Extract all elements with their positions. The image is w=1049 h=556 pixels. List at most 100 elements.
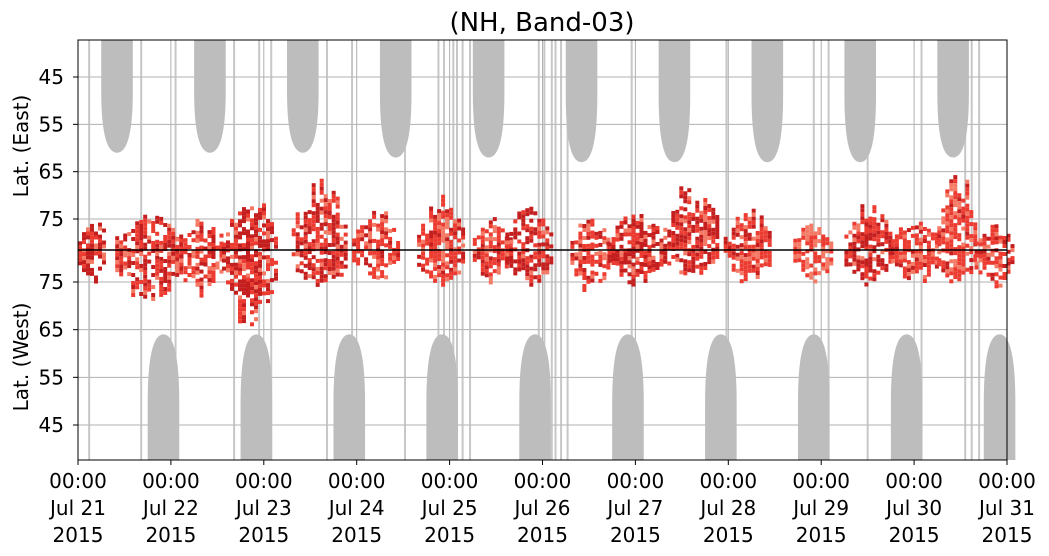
activity-cell [868, 224, 873, 229]
activity-cell [586, 223, 591, 228]
activity-cell [957, 269, 962, 274]
activity-cell [894, 242, 899, 247]
activity-cell [517, 231, 522, 236]
activity-cell [890, 239, 895, 244]
activity-cell [941, 260, 946, 265]
activity-cell [127, 260, 132, 265]
activity-cell [687, 240, 692, 245]
activity-cell [238, 315, 242, 320]
activity-cell [864, 218, 869, 223]
activity-cell [949, 251, 954, 256]
activity-cell [262, 223, 266, 228]
activity-cell [163, 259, 168, 263]
activity-cell [805, 225, 810, 230]
activity-cell [934, 232, 939, 237]
activity-cell [868, 260, 873, 265]
activity-cell [238, 279, 242, 284]
activity-cell [978, 270, 983, 275]
activity-cell [179, 234, 184, 239]
activity-cell [852, 253, 857, 258]
activity-cell [171, 227, 176, 232]
activity-cell [274, 276, 278, 281]
activity-cell [735, 244, 740, 249]
activity-cell [671, 211, 676, 215]
activity-cell [254, 289, 258, 294]
activity-cell [683, 191, 688, 196]
activity-cell [848, 230, 853, 235]
activity-cell [683, 251, 688, 256]
activity-cell [711, 227, 716, 232]
activity-cell [179, 246, 184, 251]
activity-cell [763, 258, 768, 263]
x-tick-label: 00:00 [978, 469, 1036, 493]
activity-cell [687, 264, 692, 269]
activity-cell [315, 214, 320, 219]
activity-cell [973, 226, 978, 231]
activity-cell [941, 236, 946, 241]
activity-cell [449, 207, 454, 212]
activity-cell [937, 262, 942, 267]
activity-cell [388, 244, 393, 249]
activity-cell [860, 244, 865, 249]
activity-cell [590, 234, 595, 239]
activity-cell [496, 266, 501, 271]
activity-cell [529, 254, 534, 259]
activity-cell [864, 222, 869, 227]
activity-cell [246, 241, 250, 246]
activity-cell [480, 239, 485, 244]
activity-cell [755, 255, 760, 259]
activity-cell [1010, 260, 1015, 265]
activity-cell [852, 221, 857, 226]
activity-cell [139, 228, 144, 232]
no-data-lobe-east [844, 40, 877, 163]
activity-cell [868, 244, 873, 249]
activity-cell [86, 255, 90, 260]
activity-cell [926, 272, 931, 277]
activity-cell [155, 239, 160, 244]
activity-cell [82, 268, 86, 273]
activity-cell [711, 235, 716, 240]
activity-cell [238, 263, 242, 268]
activity-cell [492, 237, 497, 242]
activity-cell [982, 245, 987, 250]
activity-cell [602, 240, 607, 245]
activity-cell [488, 224, 493, 229]
x-tick-label: 2015 [424, 523, 475, 547]
activity-cell [331, 190, 336, 195]
activity-cell [864, 246, 869, 251]
activity-cell [537, 254, 542, 259]
activity-cell [453, 259, 458, 264]
activity-cell [219, 245, 224, 250]
activity-cell [627, 240, 632, 245]
activity-cell [356, 237, 361, 242]
activity-cell [143, 278, 148, 283]
activity-cell [445, 233, 450, 238]
activity-cell [643, 242, 648, 247]
activity-cell [957, 197, 962, 202]
activity-cell [743, 265, 748, 270]
activity-cell [238, 223, 242, 228]
activity-cell [793, 254, 798, 259]
activity-cell [102, 260, 106, 265]
activity-cell [211, 231, 216, 235]
activity-cell [98, 238, 102, 243]
activity-cell [606, 237, 611, 242]
activity-cell [978, 250, 983, 255]
activity-cell [949, 215, 954, 220]
activity-cell [315, 234, 320, 239]
activity-cell [521, 258, 526, 263]
activity-cell [953, 247, 958, 252]
activity-cell [488, 260, 493, 265]
activity-cell [234, 254, 238, 259]
activity-cell [352, 238, 357, 243]
activity-cell [731, 227, 736, 232]
activity-cell [262, 279, 266, 284]
activity-cell [961, 262, 966, 267]
activity-cell [380, 258, 385, 263]
activity-cell [723, 236, 728, 241]
activity-cell [852, 269, 857, 274]
activity-cell [747, 220, 752, 225]
activity-cell [880, 258, 885, 263]
activity-cell [246, 285, 250, 290]
y-tick-label-west: 65 [39, 318, 64, 342]
